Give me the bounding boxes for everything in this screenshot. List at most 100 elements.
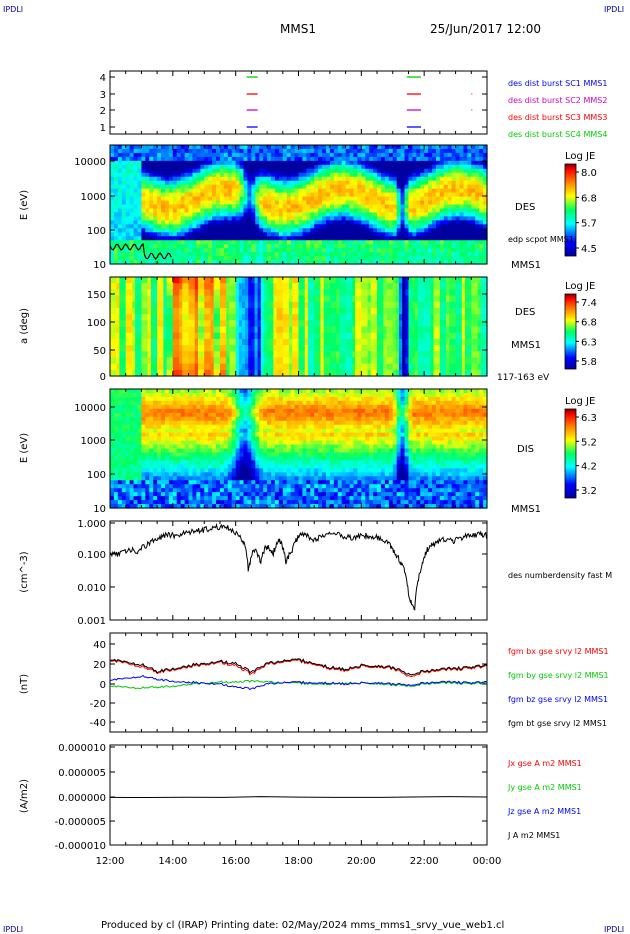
- des-cell: [310, 228, 315, 233]
- pitch-cell: [311, 326, 315, 334]
- des-cell: [267, 156, 272, 162]
- burst-dot: [471, 109, 473, 111]
- burst-ytick-label: 3: [100, 90, 106, 101]
- des-cell: [200, 145, 205, 150]
- des-cell: [420, 196, 425, 202]
- pitch-cell: [175, 320, 180, 328]
- des-cell: [420, 244, 425, 249]
- des-cell: [447, 172, 453, 178]
- des-cell: [172, 244, 178, 249]
- des-cell: [396, 172, 402, 178]
- des-cell: [475, 160, 480, 166]
- pitch-cell: [474, 363, 479, 371]
- pitch-cell: [248, 295, 252, 303]
- pitch-cell: [465, 295, 469, 303]
- pitch-cell: [446, 345, 450, 352]
- pitch-cell: [449, 351, 454, 359]
- pitch-cell: [345, 363, 350, 371]
- pitch-cell: [326, 307, 331, 315]
- des-cell: [341, 160, 347, 166]
- des-cell: [212, 180, 217, 186]
- pitch-cell: [323, 326, 328, 334]
- des-cell: [302, 216, 307, 221]
- pitch-cell: [289, 314, 293, 321]
- des-cell: [322, 208, 327, 214]
- pitch-cell: [320, 326, 325, 334]
- des-cell: [153, 148, 158, 154]
- des-cell: [420, 256, 425, 261]
- pitch-cell: [263, 289, 268, 297]
- des-cell: [235, 240, 241, 245]
- des-cell: [353, 148, 359, 154]
- des-cell: [267, 160, 272, 166]
- pitch-cell: [257, 277, 262, 284]
- pitch-cell: [345, 332, 350, 340]
- pitch-cell: [282, 345, 287, 352]
- pitch-cell: [336, 301, 340, 309]
- des-cell: [227, 260, 233, 265]
- des-cell: [212, 192, 217, 198]
- des-cell: [475, 184, 480, 190]
- pitch-cell: [326, 332, 331, 340]
- pitch-cell: [194, 307, 199, 315]
- des-cell: [184, 145, 190, 150]
- pitch-cell: [295, 345, 300, 352]
- des-cell: [141, 180, 146, 186]
- pitch-cell: [251, 345, 256, 352]
- des-cell: [314, 208, 319, 214]
- pitch-cell: [364, 345, 369, 352]
- pitch-cell: [172, 332, 177, 340]
- pitch-cell: [471, 369, 476, 377]
- pitch-cell: [226, 314, 230, 321]
- des-cell: [322, 148, 327, 154]
- des-cell: [196, 168, 201, 174]
- pitch-cell: [141, 357, 146, 365]
- pitch-cell: [386, 351, 391, 359]
- des-cell: [133, 176, 139, 182]
- pitch-cell: [380, 314, 384, 321]
- des-cell: [345, 220, 351, 225]
- pitch-cell: [480, 338, 485, 346]
- pitch-cell: [141, 295, 146, 303]
- pitch-cell: [260, 357, 265, 365]
- pitch-cell: [430, 289, 435, 297]
- pitch-cell: [207, 351, 212, 359]
- des-cell: [345, 184, 351, 190]
- des-cell: [294, 192, 300, 198]
- pitch-cell: [131, 369, 136, 377]
- des-cell: [455, 244, 461, 249]
- des-cell: [110, 208, 115, 214]
- pitch-cell: [402, 307, 406, 315]
- pitch-cell: [254, 283, 259, 290]
- pitch-cell: [433, 369, 438, 377]
- des-cell: [125, 248, 131, 253]
- pitch-cell: [213, 314, 218, 321]
- pitch-cell: [210, 283, 215, 290]
- des-cell: [443, 148, 449, 154]
- des-cell: [172, 256, 178, 261]
- des-cell: [278, 188, 284, 194]
- des-cell: [255, 248, 260, 253]
- des-cell: [145, 148, 150, 154]
- des-cell: [306, 152, 311, 158]
- pitch-cell: [223, 295, 227, 303]
- des-cell: [325, 252, 331, 257]
- pitch-cell: [471, 351, 476, 359]
- des-cell: [188, 176, 194, 182]
- des-cell: [133, 220, 139, 225]
- des-cell: [196, 148, 201, 154]
- des-cell: [357, 208, 362, 214]
- des-cell: [196, 216, 201, 221]
- pitch-cell: [241, 289, 246, 297]
- pitch-cell: [329, 345, 334, 352]
- pitch-cell: [370, 351, 375, 359]
- pitch-cell: [361, 301, 366, 309]
- pitch-cell: [292, 345, 296, 352]
- des-cell: [200, 160, 205, 166]
- des-cell: [164, 256, 170, 261]
- des-cell: [467, 252, 472, 257]
- des-cell: [447, 260, 453, 265]
- des-cell: [396, 188, 402, 194]
- pitch-cell: [483, 295, 488, 303]
- pitch-cell: [204, 307, 208, 315]
